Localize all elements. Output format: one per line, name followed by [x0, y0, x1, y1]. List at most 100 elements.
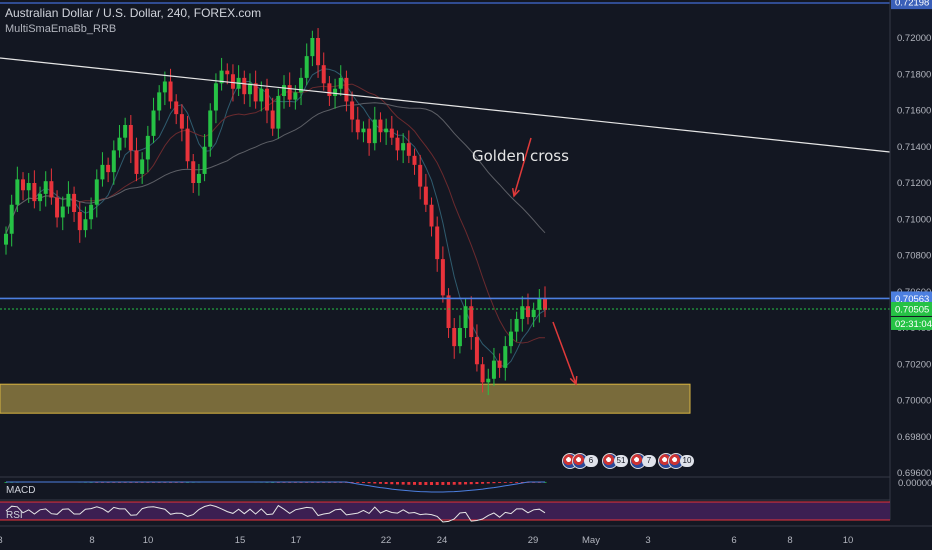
candle — [310, 30, 315, 67]
candle — [26, 173, 31, 203]
candle — [418, 154, 423, 200]
candle-body — [321, 65, 326, 84]
macd-bar — [390, 482, 394, 485]
macd-value: 0.00000 — [898, 478, 932, 489]
golden-cross-arrow — [513, 137, 532, 197]
candle — [543, 286, 547, 318]
candle-body — [219, 70, 224, 84]
candle-body — [247, 83, 252, 95]
candle — [435, 216, 440, 272]
macd-line — [6, 481, 545, 493]
price-badge — [891, 291, 932, 306]
candle — [503, 336, 508, 381]
candle — [134, 137, 139, 182]
time-tick-label: 10 — [843, 535, 854, 546]
price-tick-label: 0.71200 — [897, 178, 931, 189]
macd-bar — [418, 482, 422, 485]
time-axis: 3 8 10 15 17 22 24 29 May 3 6 8 10 — [0, 535, 853, 546]
candle — [259, 81, 264, 112]
time-tick-label: 3 — [645, 535, 650, 546]
candle — [395, 130, 400, 161]
macd-bar — [413, 482, 417, 485]
candle — [77, 202, 82, 243]
event-flag-2[interactable]: 51 — [602, 452, 628, 470]
macd-bar — [441, 482, 445, 485]
macd-bar — [452, 482, 456, 485]
candle-body — [43, 181, 48, 194]
candle — [225, 63, 230, 85]
candle — [412, 148, 417, 175]
candle — [208, 103, 213, 157]
candle — [327, 76, 332, 106]
candle-body — [21, 179, 26, 191]
candle — [100, 152, 105, 187]
macd-bar — [515, 482, 519, 483]
candle-body — [418, 164, 423, 187]
macd-bar — [373, 482, 377, 484]
candle — [497, 353, 502, 378]
countdown-badge — [891, 316, 932, 330]
golden-cross-arrow-head — [511, 187, 520, 198]
candle — [367, 118, 372, 156]
candles — [4, 28, 547, 396]
candle — [316, 28, 321, 78]
macd-bar — [395, 482, 399, 485]
candle-body — [60, 206, 65, 218]
candle — [270, 97, 275, 136]
event-flag-4[interactable]: 10 — [658, 452, 694, 470]
candle — [4, 226, 8, 255]
candle-body — [367, 128, 372, 144]
price-tick-label: 0.69800 — [897, 432, 931, 443]
candle — [128, 115, 133, 164]
event-count: 51 — [614, 455, 628, 467]
candle — [83, 206, 88, 238]
candle-body — [486, 378, 491, 383]
event-flag-1[interactable]: 6 — [562, 452, 598, 470]
price-badge — [891, 301, 932, 316]
candle-body — [168, 81, 173, 102]
candle-body — [304, 56, 309, 78]
price-tick-label: 0.72000 — [897, 33, 931, 44]
candle-body — [327, 83, 332, 96]
candle — [117, 125, 122, 158]
candle-body — [94, 179, 99, 205]
candle-body — [423, 186, 428, 205]
candle — [202, 134, 207, 182]
candle — [389, 115, 394, 145]
macd-bar — [464, 482, 468, 485]
candle-body — [384, 128, 389, 133]
ma-slow — [5, 102, 546, 234]
candle-body — [531, 309, 536, 318]
candle-body — [429, 204, 434, 227]
candle-body — [202, 146, 207, 174]
forecast-arrow-head — [569, 375, 578, 386]
candle — [15, 166, 20, 212]
candle-body — [537, 299, 542, 310]
candle-body — [49, 181, 54, 198]
event-flag-3[interactable]: 7 — [630, 452, 656, 470]
time-tick-label: May — [582, 535, 600, 546]
candle — [287, 72, 292, 107]
candle — [145, 125, 150, 173]
time-tick-label: 8 — [89, 535, 94, 546]
forecast-arrow — [552, 321, 577, 385]
macd-bar — [520, 482, 524, 483]
candle — [384, 118, 389, 145]
candle-body — [26, 183, 31, 191]
candle — [236, 65, 241, 96]
price-tick-label: 0.70800 — [897, 251, 931, 262]
countdown-label: 02:31:04 — [895, 319, 932, 330]
macd-bar — [361, 482, 365, 483]
macd-bar — [498, 482, 502, 483]
candle — [111, 140, 116, 185]
candle-body — [395, 137, 400, 151]
candle — [350, 91, 355, 133]
candle-body — [117, 137, 122, 151]
candle-body — [282, 85, 287, 96]
macd-bar — [430, 482, 434, 485]
candle-body — [162, 81, 167, 93]
candle-body — [452, 328, 457, 347]
price-badge — [891, 0, 932, 10]
candle-body — [179, 114, 184, 129]
